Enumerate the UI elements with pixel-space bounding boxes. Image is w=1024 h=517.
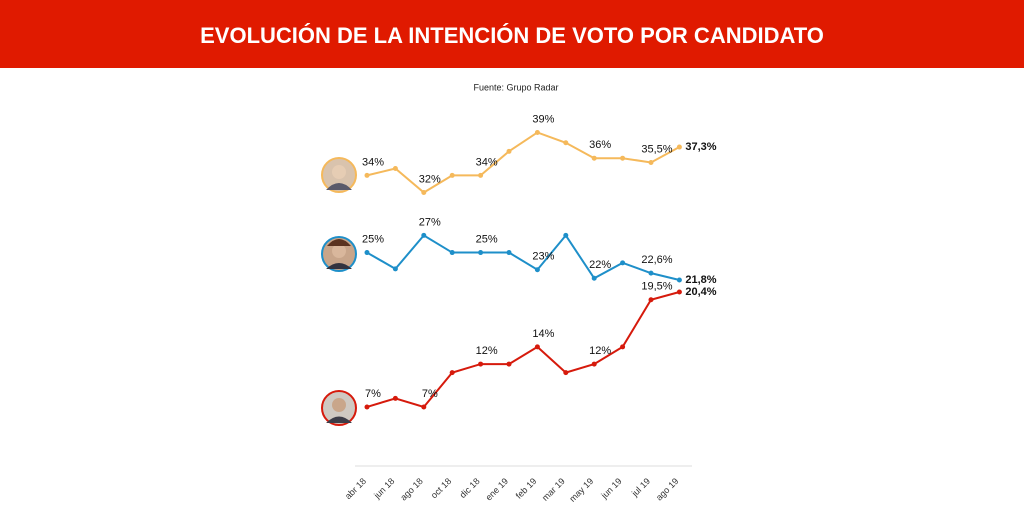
- x-tick-label: ago 18: [398, 476, 425, 503]
- data-point: [591, 155, 597, 161]
- data-point: [478, 250, 484, 256]
- data-label: 21,8%: [685, 274, 716, 286]
- x-tick-label: jun 18: [371, 476, 396, 501]
- data-point: [534, 344, 540, 350]
- data-point: [620, 260, 626, 266]
- data-point: [648, 159, 654, 165]
- data-label: 14%: [532, 328, 554, 340]
- data-label: 34%: [476, 156, 498, 168]
- x-tick-label: ene 19: [484, 476, 511, 503]
- data-label: 7%: [422, 388, 438, 400]
- data-label: 22%: [589, 259, 611, 271]
- data-point: [620, 155, 626, 161]
- data-label: 34%: [362, 156, 384, 168]
- x-tick-label: jul 19: [629, 476, 652, 499]
- data-point: [620, 344, 626, 350]
- data-label: 22,6%: [641, 254, 672, 266]
- avatar: [321, 390, 357, 426]
- data-point: [421, 232, 427, 238]
- data-label: 27%: [419, 216, 441, 228]
- avatar: [321, 157, 357, 193]
- data-label: 12%: [476, 345, 498, 357]
- data-label: 32%: [419, 173, 441, 185]
- data-point: [449, 172, 455, 178]
- x-tick-label: abr 18: [343, 476, 368, 501]
- header-bar: [0, 0, 1024, 68]
- series-line: [366, 291, 680, 409]
- data-point: [421, 190, 427, 196]
- x-tick-label: oct 18: [429, 476, 453, 500]
- data-point: [364, 404, 370, 410]
- data-label: 12%: [589, 345, 611, 357]
- data-label: 7%: [365, 388, 381, 400]
- data-point: [364, 172, 370, 178]
- data-point: [563, 370, 569, 376]
- data-point: [506, 361, 512, 367]
- data-point: [392, 395, 398, 401]
- data-point: [534, 129, 540, 135]
- x-tick-label: dic 18: [458, 476, 482, 500]
- chart-title: EVOLUCIÓN DE LA INTENCIÓN DE VOTO POR CA…: [200, 23, 824, 48]
- x-tick-label: feb 19: [514, 476, 539, 501]
- x-tick-label: mar 19: [540, 476, 567, 503]
- series-line: [366, 131, 680, 194]
- data-label: 36%: [589, 139, 611, 151]
- series-line: [366, 233, 680, 281]
- data-point: [392, 266, 398, 272]
- chart-subtitle: Fuente: Grupo Radar: [473, 82, 558, 92]
- data-point: [506, 148, 512, 154]
- data-label: 20,4%: [685, 286, 716, 298]
- data-point: [449, 250, 455, 256]
- data-point: [648, 270, 654, 276]
- data-point: [591, 361, 597, 367]
- data-point: [449, 370, 455, 376]
- data-point: [478, 172, 484, 178]
- avatar: [321, 236, 357, 272]
- data-point: [563, 140, 569, 146]
- data-point: [676, 289, 682, 295]
- data-point: [534, 267, 540, 273]
- x-tick-label: may 19: [567, 476, 595, 504]
- data-point: [392, 165, 398, 171]
- data-label: 25%: [362, 233, 384, 245]
- data-label: 23%: [532, 251, 554, 263]
- data-point: [676, 277, 682, 283]
- x-tick-label: jun 19: [599, 476, 624, 501]
- data-label: 35,5%: [641, 143, 672, 155]
- data-point: [478, 361, 484, 367]
- data-point: [591, 275, 597, 281]
- data-label: 25%: [476, 233, 498, 245]
- data-point: [421, 404, 427, 410]
- data-point: [506, 250, 512, 256]
- data-point: [563, 232, 569, 238]
- data-point: [648, 297, 654, 303]
- x-tick-label: ago 19: [654, 476, 681, 503]
- data-label: 39%: [532, 113, 554, 125]
- data-label: 19,5%: [641, 281, 672, 293]
- data-label: 37,3%: [685, 141, 716, 153]
- data-point: [676, 144, 682, 150]
- data-point: [364, 250, 370, 256]
